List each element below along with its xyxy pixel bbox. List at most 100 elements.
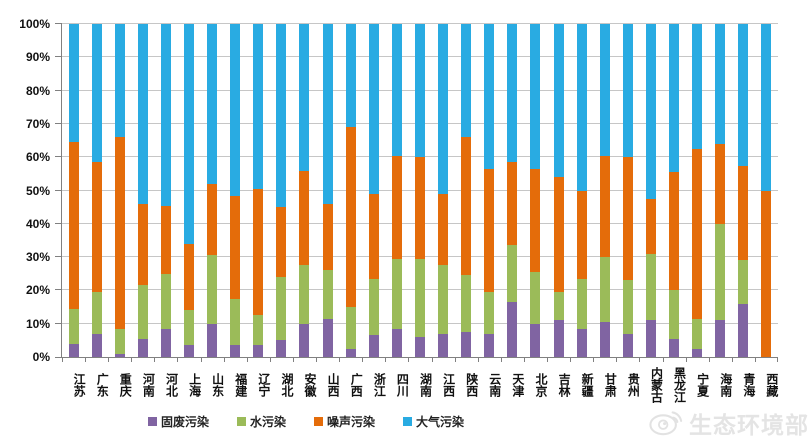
bar-segment-大气污染 bbox=[484, 24, 495, 169]
stacked-bar bbox=[137, 24, 148, 357]
x-category-label: 广西 bbox=[349, 373, 364, 397]
bar-segment-固废污染 bbox=[461, 332, 472, 357]
bar-segment-大气污染 bbox=[391, 24, 402, 156]
bar-segment-噪声污染 bbox=[438, 193, 449, 266]
x-axis-ticks bbox=[62, 357, 778, 362]
x-category-label: 江苏 bbox=[72, 373, 87, 397]
y-tick-label: 20% bbox=[25, 283, 50, 298]
legend-label: 固废污染 bbox=[161, 415, 210, 429]
stacked-bar bbox=[184, 24, 195, 357]
x-tick-mark bbox=[662, 357, 664, 362]
stacked-bar bbox=[391, 24, 402, 357]
x-tick-mark bbox=[62, 357, 63, 362]
x-category-label: 湖南 bbox=[418, 373, 433, 397]
x-category-label: 山东 bbox=[210, 373, 225, 397]
bar-segment-水污染 bbox=[299, 265, 310, 324]
y-tick-label: 70% bbox=[25, 116, 50, 131]
x-category-label: 安徽 bbox=[303, 373, 318, 397]
x-tick-mark bbox=[154, 357, 156, 362]
y-tick-mark bbox=[55, 256, 62, 258]
x-tick-mark bbox=[269, 357, 271, 362]
legend-item-水污染: 水污染 bbox=[237, 413, 286, 430]
x-category-label: 河北 bbox=[164, 373, 179, 397]
bar-segment-大气污染 bbox=[461, 24, 472, 138]
bar-segment-噪声污染 bbox=[599, 155, 610, 258]
bar-segment-水污染 bbox=[692, 318, 703, 349]
x-tick-mark bbox=[593, 357, 595, 362]
x-tick-mark bbox=[408, 357, 410, 362]
x-category-label: 广东 bbox=[95, 373, 110, 397]
x-tick-mark bbox=[523, 357, 525, 362]
bar-column-青海 bbox=[732, 24, 755, 357]
bar-column-新疆 bbox=[570, 24, 593, 357]
bar-column-西藏 bbox=[755, 24, 778, 357]
y-tick-mark bbox=[55, 322, 62, 324]
x-tick-mark bbox=[454, 357, 456, 362]
bar-column-四川 bbox=[385, 24, 408, 357]
bar-segment-固废污染 bbox=[91, 333, 102, 357]
bar-column-安徽 bbox=[293, 24, 316, 357]
bar-segment-大气污染 bbox=[622, 24, 633, 158]
bar-segment-水污染 bbox=[207, 255, 218, 324]
legend-item-固废污染: 固废污染 bbox=[148, 413, 209, 430]
stacked-bar bbox=[668, 24, 679, 357]
bar-column-广东 bbox=[85, 24, 108, 357]
bar-column-福建 bbox=[224, 24, 247, 357]
bar-segment-固废污染 bbox=[414, 337, 425, 357]
stacked-bar bbox=[322, 24, 333, 357]
legend-swatch bbox=[148, 417, 157, 426]
bar-column-黑龙江 bbox=[662, 24, 685, 357]
x-tick-mark bbox=[639, 357, 641, 362]
bar-column-宁夏 bbox=[686, 24, 709, 357]
bar-segment-大气污染 bbox=[253, 24, 264, 189]
bar-column-浙江 bbox=[362, 24, 385, 357]
y-tick-label: 30% bbox=[25, 250, 50, 265]
bar-segment-固废污染 bbox=[160, 328, 171, 357]
bar-column-陕西 bbox=[455, 24, 478, 357]
bar-segment-噪声污染 bbox=[207, 183, 218, 256]
y-tick-label: 50% bbox=[25, 183, 50, 198]
bar-segment-水污染 bbox=[160, 273, 171, 329]
bar-segment-固废污染 bbox=[253, 345, 264, 357]
bar-segment-噪声污染 bbox=[715, 143, 726, 224]
bar-segment-噪声污染 bbox=[276, 207, 287, 278]
y-tick-mark bbox=[55, 156, 62, 158]
bar-segment-噪声污染 bbox=[414, 157, 425, 259]
stacked-bar bbox=[299, 24, 310, 357]
bar-segment-大气污染 bbox=[184, 24, 195, 244]
bar-segment-大气污染 bbox=[68, 24, 79, 143]
bar-segment-水污染 bbox=[668, 290, 679, 339]
bar-segment-大气污染 bbox=[322, 24, 333, 204]
x-tick-mark bbox=[431, 357, 433, 362]
plot-area bbox=[62, 23, 778, 358]
bar-column-云南 bbox=[478, 24, 501, 357]
x-tick-mark bbox=[131, 357, 133, 362]
y-tick-mark bbox=[55, 289, 62, 291]
bar-segment-水污染 bbox=[645, 253, 656, 321]
x-category-label: 西藏 bbox=[764, 373, 779, 397]
bar-segment-水污染 bbox=[461, 275, 472, 333]
bar-segment-噪声污染 bbox=[461, 137, 472, 276]
bar-segment-噪声污染 bbox=[622, 157, 633, 281]
bar-segment-水污染 bbox=[368, 278, 379, 336]
y-tick-mark bbox=[55, 89, 62, 91]
bar-segment-固废污染 bbox=[576, 328, 587, 357]
bar-segment-噪声污染 bbox=[645, 198, 656, 254]
bar-segment-固废污染 bbox=[299, 323, 310, 357]
x-tick-mark bbox=[362, 357, 364, 362]
bar-segment-水污染 bbox=[276, 277, 287, 341]
x-category-label: 吉林 bbox=[557, 373, 572, 397]
legend-label: 水污染 bbox=[250, 415, 287, 429]
bar-segment-水污染 bbox=[68, 308, 79, 344]
gridline bbox=[62, 23, 778, 24]
watermark: 生态环境部 bbox=[647, 403, 809, 442]
legend-swatch bbox=[314, 417, 324, 426]
bar-segment-水污染 bbox=[184, 310, 195, 346]
x-category-label: 黑龙江 bbox=[672, 367, 687, 403]
y-tick-label: 100% bbox=[19, 17, 50, 31]
x-category-label: 江西 bbox=[441, 373, 456, 397]
legend-label: 噪声污染 bbox=[327, 415, 376, 429]
stacked-bar bbox=[345, 24, 356, 357]
y-axis-labels: 100% 90% 80% 70% 60% 50% 40% 30% 20% 10% 0% bbox=[0, 17, 54, 364]
